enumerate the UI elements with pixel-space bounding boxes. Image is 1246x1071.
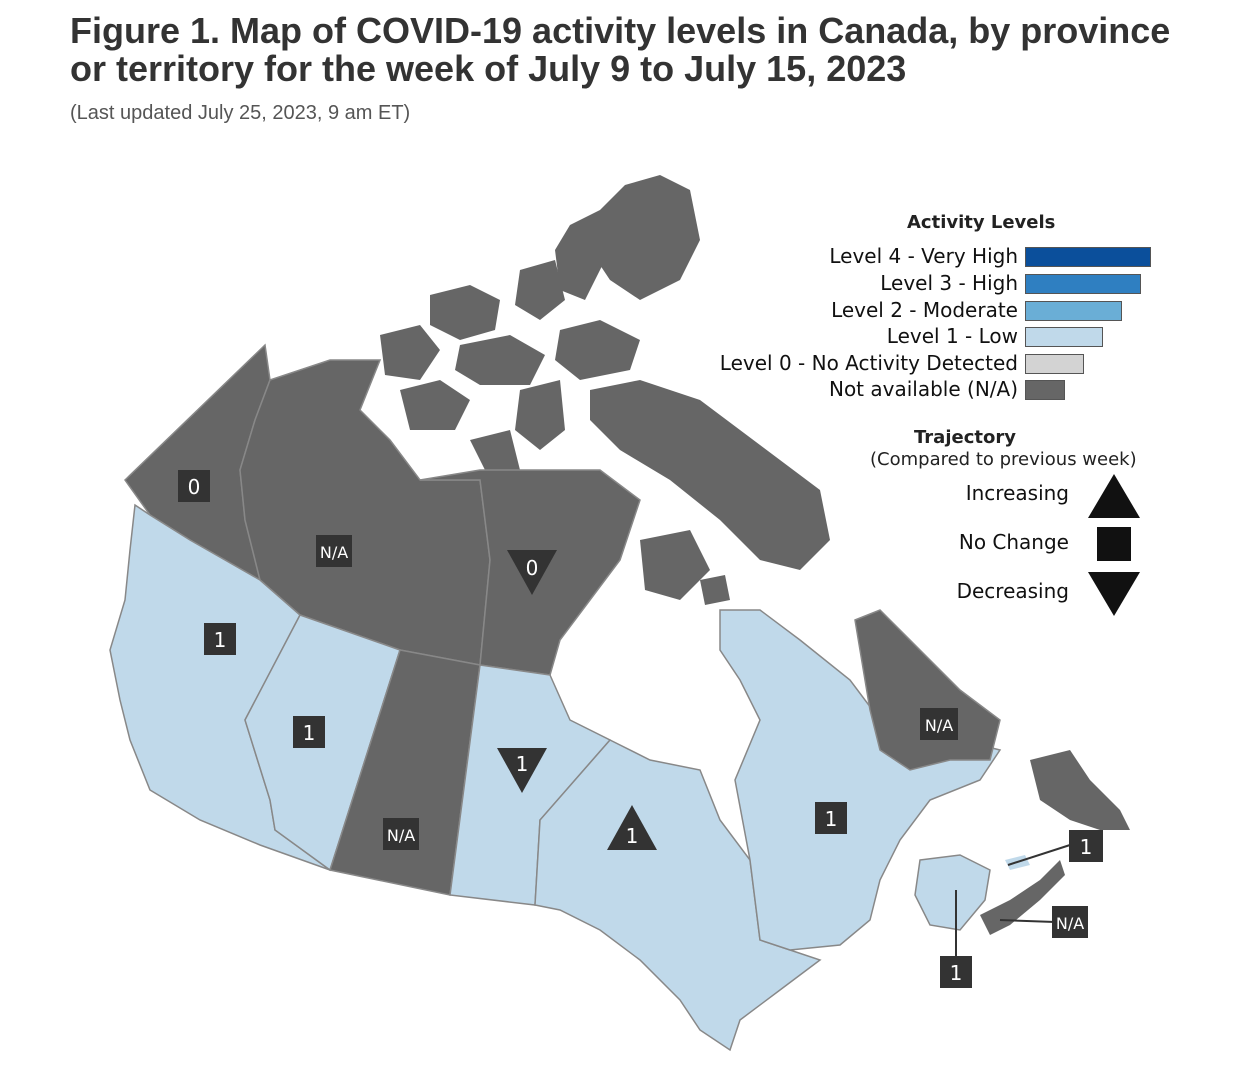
legend-swatch-level2: [1025, 301, 1122, 321]
marker-mb-label: 1: [516, 752, 529, 776]
legend-swatch-level3: [1025, 274, 1141, 294]
marker-new-brunswick: 1: [940, 956, 972, 988]
region-newfoundland-labrador: [854, 609, 1001, 771]
marker-ontario: 1: [607, 805, 657, 850]
legend-title: Activity Levels: [907, 212, 1056, 233]
marker-ns-label: N/A: [1056, 914, 1084, 933]
marker-nova-scotia: N/A: [1052, 906, 1088, 938]
marker-bc-label: 1: [214, 628, 227, 652]
legend-swatch-level1: [1025, 327, 1103, 347]
marker-prince-edward-island: 1: [1069, 830, 1103, 862]
trajectory-title: Trajectory: [914, 427, 1016, 448]
legend-label-na: Not available (N/A): [828, 377, 1018, 401]
leader-line-ns: [999, 919, 1056, 923]
region-new-brunswick: [914, 854, 991, 931]
marker-ab-label: 1: [303, 721, 316, 745]
marker-nunavut: 0: [507, 550, 557, 595]
marker-nl-label: N/A: [925, 716, 953, 735]
marker-newfoundland-labrador: N/A: [920, 708, 958, 740]
marker-quebec: 1: [815, 802, 847, 834]
marker-qc-label: 1: [825, 807, 838, 831]
marker-alberta: 1: [293, 716, 325, 748]
trajectory-label-decreasing: Decreasing: [956, 579, 1069, 603]
marker-nunavut-label: 0: [526, 556, 539, 580]
trajectory-label-no-change: No Change: [958, 530, 1069, 554]
legend-label-level0: Level 0 - No Activity Detected: [719, 351, 1018, 375]
marker-manitoba: 1: [497, 748, 547, 793]
marker-saskatchewan: N/A: [383, 818, 419, 850]
marker-nwt-label: N/A: [320, 543, 348, 562]
trajectory-subtitle: (Compared to previous week): [870, 449, 1137, 470]
legend-label-level4: Level 4 - Very High: [829, 244, 1018, 268]
region-newfoundland-island: [1030, 750, 1130, 830]
legend-swatch-na: [1025, 380, 1065, 400]
marker-british-columbia: 1: [204, 623, 236, 655]
region-quebec: [719, 609, 1002, 951]
legend-label-level1: Level 1 - Low: [886, 324, 1018, 348]
region-nova-scotia: [980, 860, 1065, 935]
arctic-islands: [380, 175, 830, 605]
marker-yukon: 0: [178, 470, 210, 502]
trajectory-label-increasing: Increasing: [965, 481, 1069, 505]
marker-nb-label: 1: [950, 961, 963, 985]
square-icon: [1097, 527, 1131, 561]
marker-northwest-territories: N/A: [316, 535, 352, 567]
triangle-down-icon: [1088, 572, 1140, 616]
region-ontario: [534, 739, 822, 1052]
marker-on-label: 1: [626, 824, 639, 848]
triangle-up-icon: [1088, 474, 1140, 518]
figure-title: Figure 1. Map of COVID-19 activity level…: [70, 10, 1171, 89]
legend-label-level2: Level 2 - Moderate: [831, 298, 1018, 322]
leader-line-pei: [1007, 844, 1071, 866]
last-updated: (Last updated July 25, 2023, 9 am ET): [70, 102, 411, 124]
marker-yukon-label: 0: [188, 475, 201, 499]
legend-swatch-level4: [1025, 247, 1151, 267]
marker-pei-label: 1: [1080, 835, 1093, 859]
marker-sk-label: N/A: [387, 826, 415, 845]
legend-label-level3: Level 3 - High: [880, 271, 1018, 295]
legend-swatch-level0: [1025, 354, 1084, 374]
